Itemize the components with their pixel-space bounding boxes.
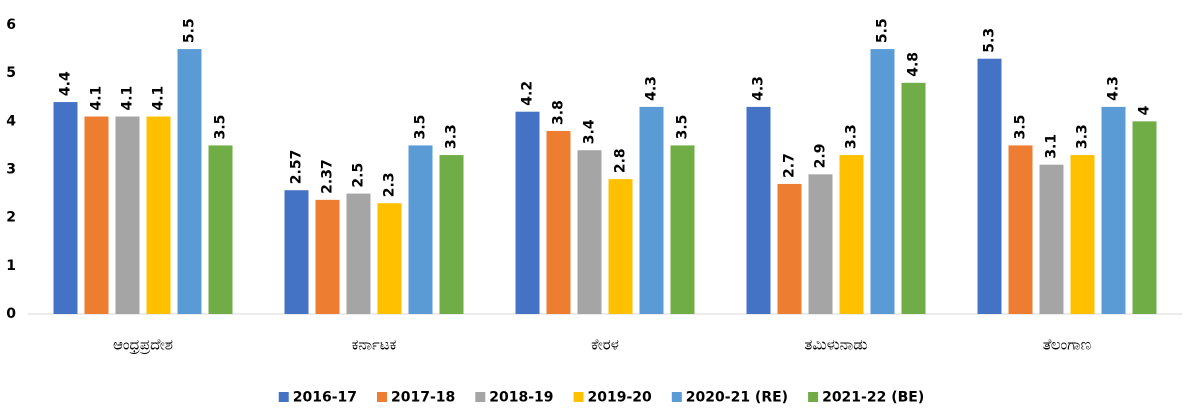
data-label: 3.5 — [413, 115, 429, 140]
legend-item: 2020-21 (RE) — [671, 390, 788, 406]
y-tick-label: 0 — [6, 306, 16, 322]
data-label: 3.1 — [1044, 134, 1060, 159]
data-label: 3.5 — [1013, 115, 1029, 140]
y-tick-label: 4 — [6, 113, 16, 129]
bar — [546, 130, 571, 314]
bar — [870, 49, 895, 314]
data-label: 4.2 — [520, 81, 536, 106]
bar — [284, 190, 309, 314]
bar — [1101, 106, 1126, 314]
legend-label: 2018-19 — [489, 390, 553, 406]
data-label: 2.57 — [289, 150, 305, 185]
bar — [377, 203, 402, 314]
bar — [439, 155, 464, 314]
bar — [1039, 164, 1064, 314]
legend-swatch — [573, 392, 584, 402]
legend-swatch — [278, 392, 289, 402]
x-tick-label: ಆಂಧ್ರಪ್ರದೇಶ — [113, 336, 173, 354]
bar — [146, 116, 171, 315]
data-label: 5.5 — [875, 18, 891, 43]
data-label: 4.3 — [1106, 76, 1122, 101]
x-tick-label: ಕರ್ನಾಟಕ — [352, 336, 397, 354]
bar — [808, 174, 833, 314]
bar — [315, 199, 340, 314]
legend-item: 2021-22 (BE) — [808, 390, 924, 406]
bar — [670, 145, 695, 314]
data-label: 2.7 — [782, 153, 798, 178]
y-tick-label: 6 — [6, 17, 16, 33]
bar — [577, 150, 602, 314]
bar — [639, 106, 664, 314]
data-label: 3.5 — [213, 115, 229, 140]
y-tick-label: 1 — [6, 258, 16, 274]
bar — [608, 179, 633, 314]
bar — [777, 183, 802, 314]
bar — [1008, 145, 1033, 314]
data-label: 3.3 — [444, 124, 460, 149]
y-tick-label: 2 — [6, 210, 16, 226]
legend-item: 2019-20 — [573, 390, 653, 406]
data-label: 3.3 — [844, 124, 860, 149]
legend-swatch — [475, 392, 486, 402]
data-label: 3.4 — [582, 119, 598, 144]
data-label: 5.3 — [982, 28, 998, 53]
legend-swatch — [671, 392, 682, 402]
x-tick-label: ತೆಲಂಗಾಣ — [1043, 336, 1091, 354]
bar — [115, 116, 140, 315]
data-label: 4.8 — [906, 52, 922, 77]
bar — [408, 145, 433, 314]
data-label: 4.1 — [151, 86, 167, 111]
legend-label: 2019-20 — [588, 390, 653, 406]
data-label: 2.5 — [351, 163, 367, 188]
data-label: 3.8 — [551, 100, 567, 125]
data-label: 2.9 — [813, 144, 829, 169]
legend-label: 2017-18 — [391, 390, 455, 406]
legend-item: 2018-19 — [475, 390, 554, 406]
x-tick-label: ಕೇರಳ — [591, 336, 619, 354]
bar — [208, 145, 233, 314]
data-label: 3.5 — [675, 115, 691, 140]
bar — [977, 58, 1002, 314]
y-tick-label: 5 — [6, 65, 16, 81]
bar — [177, 49, 202, 314]
data-label: 4.3 — [751, 76, 767, 101]
data-label: 5.5 — [182, 18, 198, 43]
bar — [839, 155, 864, 314]
data-label: 4.1 — [89, 86, 105, 111]
data-label: 2.37 — [320, 159, 336, 194]
legend-swatch — [808, 392, 819, 402]
bar — [515, 111, 540, 314]
data-label: 4.1 — [120, 86, 136, 111]
data-label: 2.8 — [613, 148, 629, 173]
x-tick-label: ತಮಿಳುನಾಡು — [804, 336, 867, 354]
data-label: 3.3 — [1075, 124, 1091, 149]
legend-label: 2016-17 — [293, 390, 357, 406]
legend-label: 2021-22 (BE) — [822, 390, 924, 406]
legend-item: 2017-18 — [377, 390, 455, 406]
bar — [53, 102, 78, 314]
bar — [346, 193, 371, 314]
bar — [901, 82, 926, 314]
bar — [1070, 155, 1095, 314]
legend-swatch — [377, 392, 388, 402]
data-label: 2.3 — [382, 172, 398, 197]
y-tick-label: 3 — [6, 162, 16, 178]
legend-item: 2016-17 — [278, 390, 357, 406]
data-label: 4 — [1137, 105, 1153, 115]
data-label: 4.3 — [644, 76, 660, 101]
bar — [746, 106, 771, 314]
bar — [1132, 121, 1157, 314]
bar — [84, 116, 109, 315]
data-label: 4.4 — [58, 71, 74, 96]
legend-label: 2020-21 (RE) — [686, 390, 788, 406]
